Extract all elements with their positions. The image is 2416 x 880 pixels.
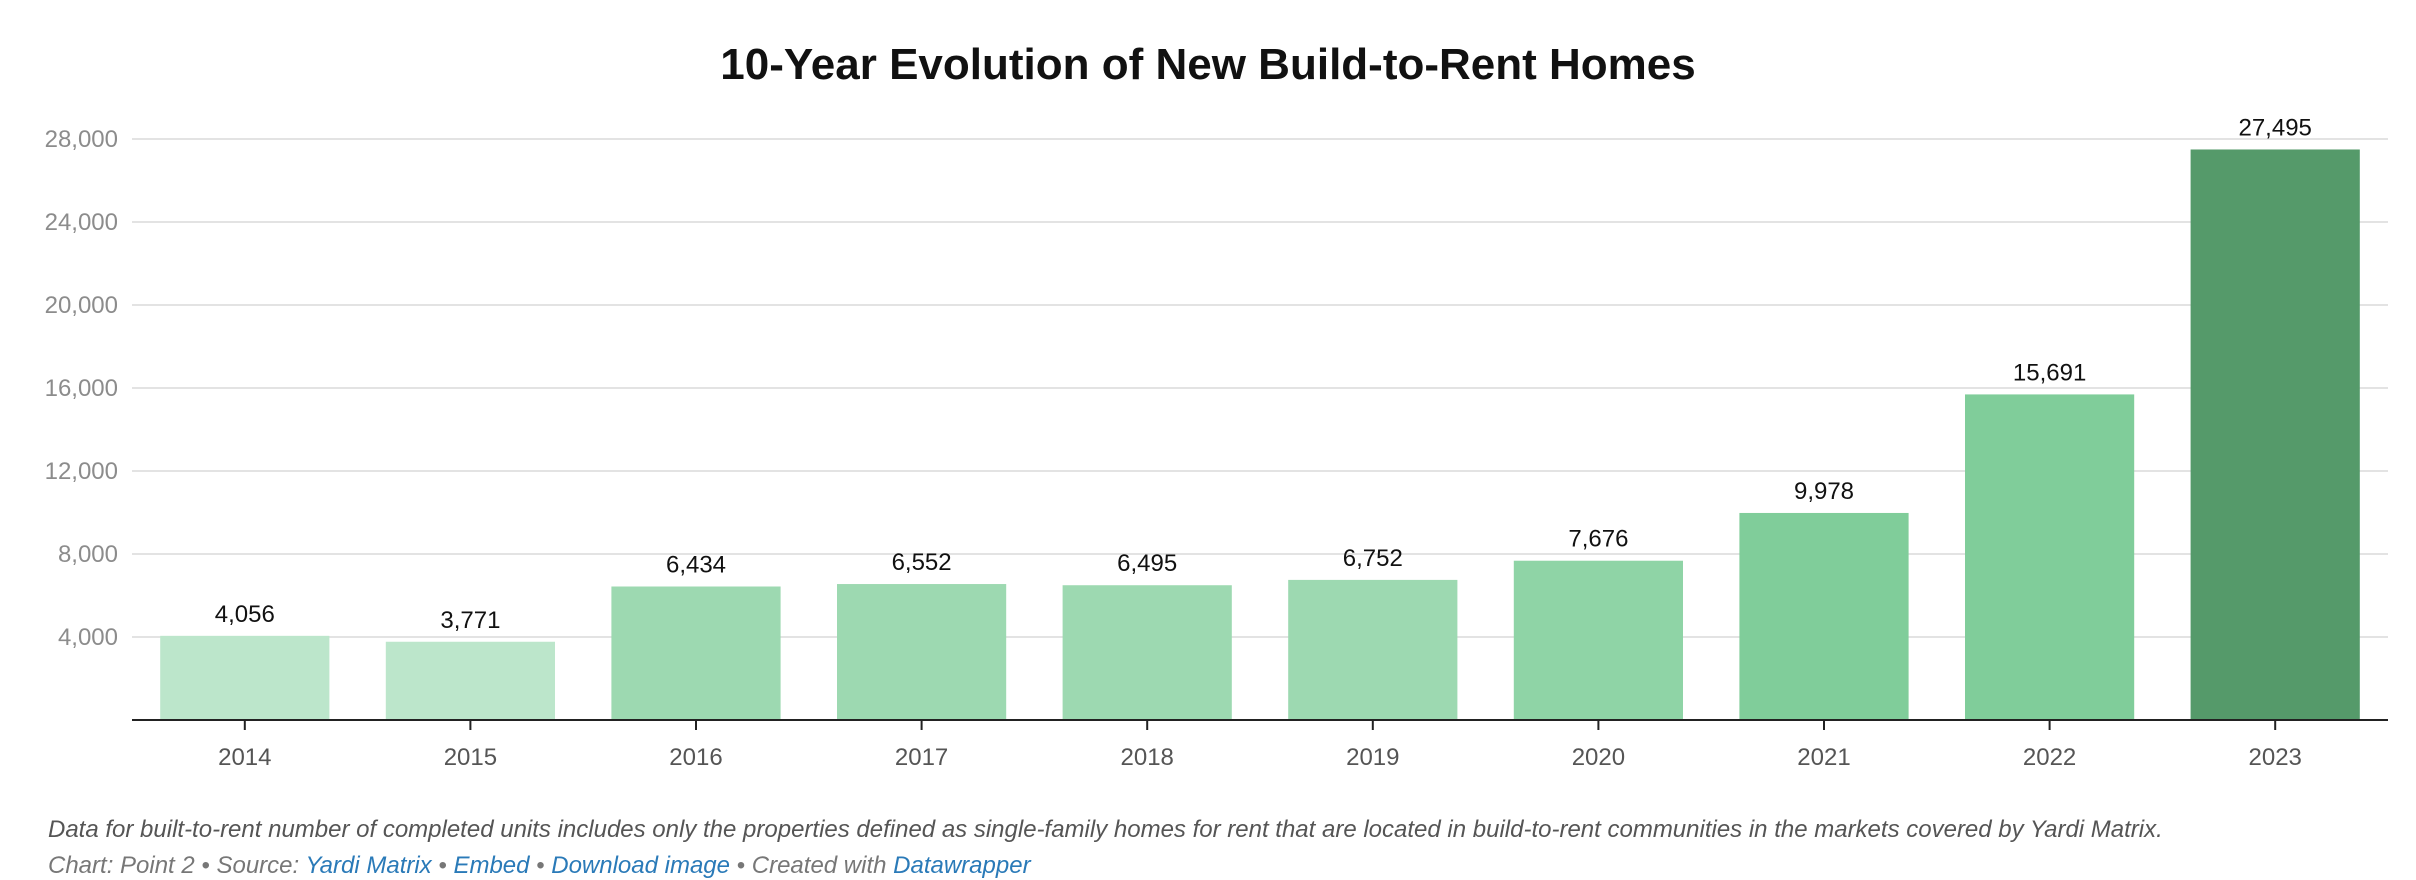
x-tick-label: 2018 [1121,744,1174,771]
data-label: 6,752 [1343,545,1403,572]
data-label: 3,771 [440,607,500,634]
data-label: 7,676 [1568,526,1628,553]
credits-prefix: Chart: Point 2 • Source: [48,852,306,879]
x-tick-label: 2016 [669,744,722,771]
credits-separator: • [529,852,552,879]
y-tick-label: 24,000 [45,209,118,236]
x-tick-label: 2014 [218,744,271,771]
x-tick-label: 2021 [1797,744,1850,771]
x-tick-label: 2015 [444,744,497,771]
y-axis-ticks: 4,000 8,000 12,000 16,000 20,000 24,000 28,000 [45,126,118,651]
y-tick-label: 12,000 [45,458,118,485]
data-label: 6,552 [892,549,952,576]
embed-link[interactable]: Embed [453,852,530,879]
bar-2023 [2190,149,2360,720]
y-tick-label: 28,000 [45,126,118,153]
x-tick-label: 2019 [1346,744,1399,771]
bar-2020 [1513,560,1683,720]
bar-2021 [1739,512,1909,720]
bar-chart: 4,000 8,000 12,000 16,000 20,000 24,000 28,000… [45,114,2388,771]
bar-2019 [1288,579,1458,720]
bar-2014 [160,635,330,720]
source-link[interactable]: Yardi Matrix [305,852,432,879]
chart-footnote: Data for built-to-rent number of complet… [48,816,2163,843]
x-tick-label: 2020 [1572,744,1625,771]
credits-separator: • [431,852,454,879]
y-tick-label: 8,000 [58,541,118,568]
data-label: 15,691 [2013,359,2086,386]
y-tick-label: 4,000 [58,624,118,651]
y-tick-label: 16,000 [45,375,118,402]
gridlines [132,138,2388,638]
chart-title: 10-Year Evolution of New Build-to-Rent H… [720,40,1696,89]
bar-2017 [837,584,1007,720]
data-label: 9,978 [1794,478,1854,505]
chart-credits: Chart: Point 2 • Source: Yardi Matrix • … [48,852,1031,880]
x-tick-label: 2023 [2249,744,2302,771]
y-tick-label: 20,000 [45,292,118,319]
download-image-link[interactable]: Download image [551,852,731,879]
datawrapper-link[interactable]: Datawrapper [893,852,1031,879]
bar-2016 [611,586,781,720]
data-label: 27,495 [2238,114,2311,141]
data-label: 6,495 [1117,550,1177,577]
bar-2015 [385,641,555,720]
data-label: 6,434 [666,551,726,578]
x-axis-ticks: 2014 2015 2016 2017 2018 2019 2020 2021 2022 2023 [218,720,2302,771]
x-tick-label: 2017 [895,744,948,771]
credits-separator: • Created with [730,852,894,879]
data-labels: 4,056 3,771 6,434 6,552 6,495 6,752 7,676 9,978… [215,114,2312,633]
x-tick-label: 2022 [2023,744,2076,771]
bar-2022 [1965,394,2135,720]
data-label: 4,056 [215,601,275,628]
bars [160,149,2360,720]
bar-2018 [1062,585,1232,720]
